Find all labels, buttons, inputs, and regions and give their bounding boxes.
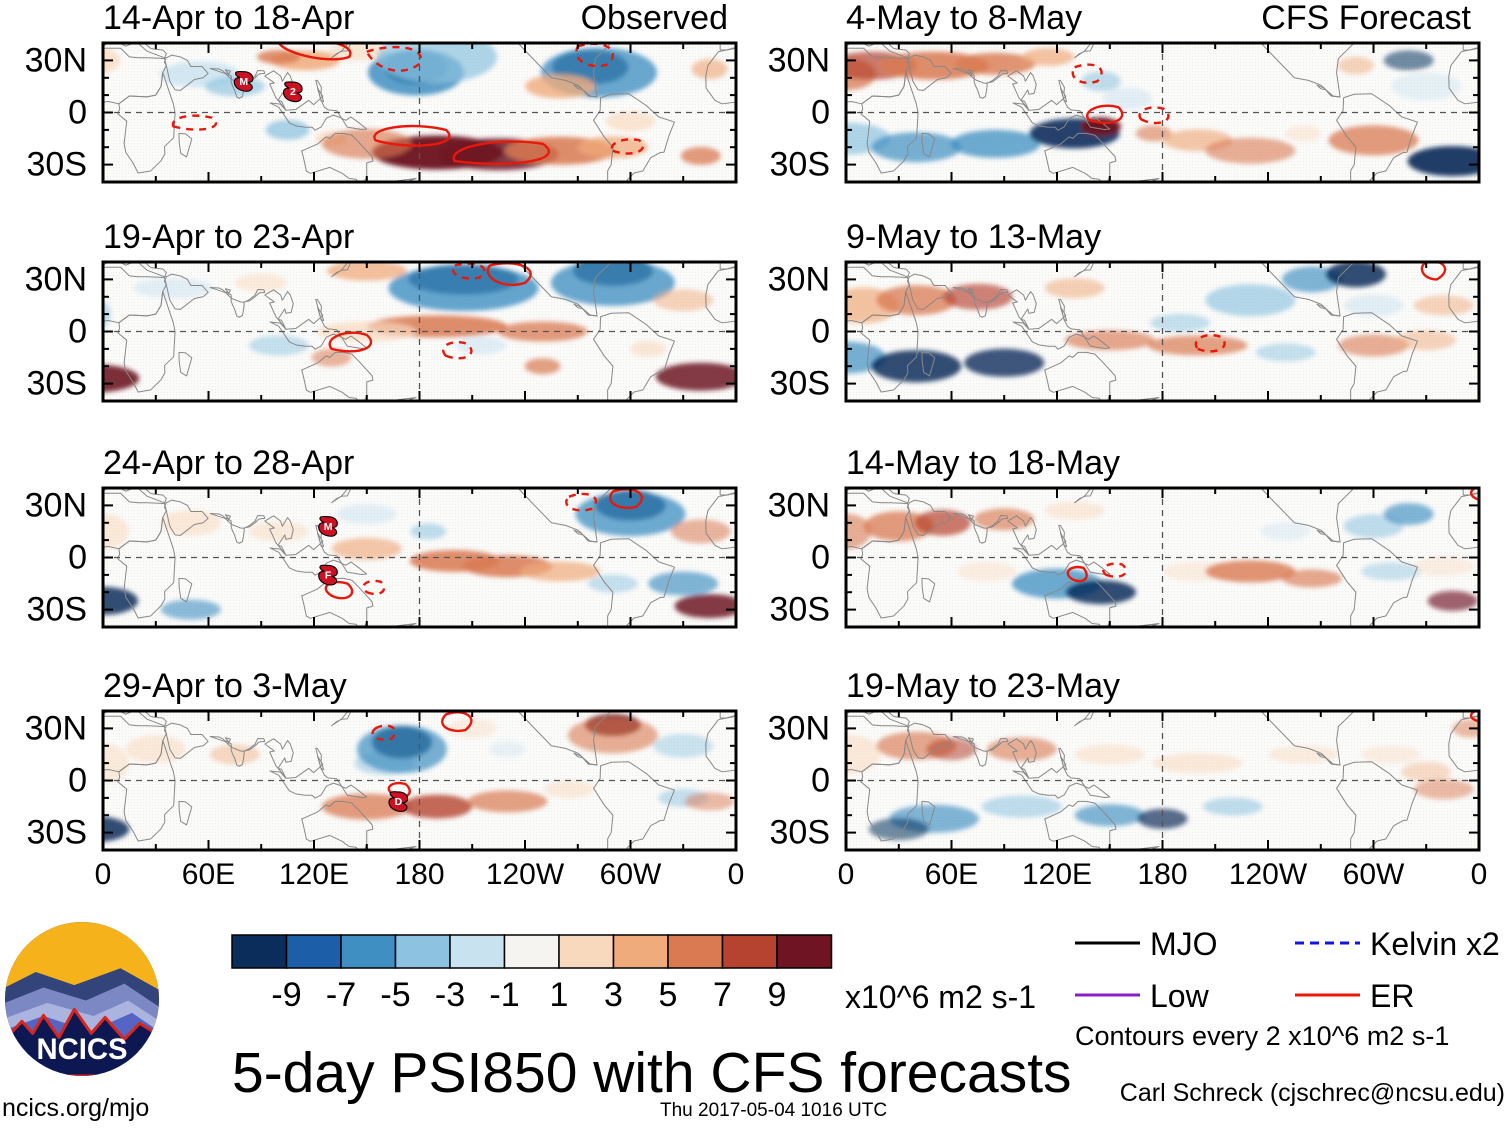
- svg-text:0: 0: [68, 539, 87, 577]
- svg-text:-5: -5: [380, 976, 410, 1014]
- svg-text:120W: 120W: [486, 858, 565, 891]
- svg-text:24-Apr to 28-Apr: 24-Apr to 28-Apr: [103, 444, 354, 482]
- svg-text:9: 9: [768, 976, 787, 1014]
- svg-text:0: 0: [811, 313, 830, 351]
- svg-text:0: 0: [838, 858, 855, 891]
- svg-text:19-Apr to 23-Apr: 19-Apr to 23-Apr: [103, 218, 354, 256]
- svg-text:60W: 60W: [600, 858, 662, 891]
- svg-text:D: D: [395, 796, 403, 808]
- svg-text:30S: 30S: [770, 591, 831, 629]
- svg-text:120W: 120W: [1229, 858, 1308, 891]
- svg-text:30S: 30S: [770, 814, 831, 852]
- svg-text:5-day PSI850 with CFS forecast: 5-day PSI850 with CFS forecasts: [232, 1041, 1072, 1105]
- svg-text:Contours every 2 x10^6 m2 s-1: Contours every 2 x10^6 m2 s-1: [1075, 1021, 1449, 1051]
- svg-text:9-May to 13-May: 9-May to 13-May: [846, 218, 1101, 256]
- svg-text:19-May to 23-May: 19-May to 23-May: [846, 667, 1120, 705]
- svg-text:5: 5: [659, 976, 678, 1014]
- svg-text:14-Apr to 18-Apr: 14-Apr to 18-Apr: [103, 0, 354, 37]
- svg-text:30S: 30S: [27, 814, 88, 852]
- svg-text:30N: 30N: [768, 709, 830, 747]
- svg-text:x10^6 m2 s-1: x10^6 m2 s-1: [845, 979, 1036, 1015]
- svg-text:30N: 30N: [768, 260, 830, 298]
- svg-text:30N: 30N: [25, 41, 87, 79]
- svg-text:0: 0: [811, 539, 830, 577]
- svg-text:0: 0: [811, 94, 830, 132]
- svg-text:3: 3: [604, 976, 623, 1014]
- svg-text:M: M: [239, 76, 248, 88]
- svg-text:0: 0: [68, 313, 87, 351]
- svg-text:180: 180: [394, 858, 444, 891]
- svg-text:120E: 120E: [1022, 858, 1092, 891]
- svg-text:30N: 30N: [25, 486, 87, 524]
- svg-text:-7: -7: [326, 976, 356, 1014]
- svg-text:30S: 30S: [770, 146, 831, 184]
- svg-text:0: 0: [68, 94, 87, 132]
- svg-text:30N: 30N: [25, 709, 87, 747]
- svg-text:0: 0: [811, 762, 830, 800]
- svg-text:Carl Schreck (cjschrec@ncsu.ed: Carl Schreck (cjschrec@ncsu.edu): [1120, 1079, 1505, 1107]
- svg-text:0: 0: [95, 858, 112, 891]
- svg-text:CFS Forecast: CFS Forecast: [1261, 0, 1471, 37]
- svg-text:0: 0: [728, 858, 745, 891]
- svg-text:ncics.org/mjo: ncics.org/mjo: [2, 1094, 149, 1122]
- svg-text:ER: ER: [1370, 978, 1414, 1014]
- svg-text:NCICS: NCICS: [36, 1034, 127, 1066]
- svg-text:30N: 30N: [768, 41, 830, 79]
- svg-text:30S: 30S: [770, 365, 831, 403]
- svg-text:1: 1: [550, 976, 569, 1014]
- svg-text:Thu 2017-05-04 1016 UTC: Thu 2017-05-04 1016 UTC: [660, 1100, 887, 1121]
- svg-text:-3: -3: [435, 976, 465, 1014]
- svg-text:30S: 30S: [27, 365, 88, 403]
- svg-text:30N: 30N: [25, 260, 87, 298]
- svg-text:30S: 30S: [27, 146, 88, 184]
- svg-text:60W: 60W: [1343, 858, 1405, 891]
- svg-text:-1: -1: [489, 976, 519, 1014]
- svg-text:0: 0: [68, 762, 87, 800]
- svg-text:30S: 30S: [27, 591, 88, 629]
- svg-text:F: F: [325, 570, 332, 582]
- svg-text:4-May to 8-May: 4-May to 8-May: [846, 0, 1082, 37]
- svg-text:29-Apr to 3-May: 29-Apr to 3-May: [103, 667, 347, 705]
- svg-text:7: 7: [713, 976, 732, 1014]
- svg-text:60E: 60E: [182, 858, 235, 891]
- svg-text:60E: 60E: [925, 858, 978, 891]
- svg-text:2: 2: [290, 86, 296, 98]
- svg-text:Kelvin x2: Kelvin x2: [1370, 926, 1500, 962]
- svg-text:180: 180: [1137, 858, 1187, 891]
- svg-text:MJO: MJO: [1150, 926, 1218, 962]
- svg-text:M: M: [324, 521, 333, 533]
- svg-text:Low: Low: [1150, 978, 1210, 1014]
- svg-text:14-May to 18-May: 14-May to 18-May: [846, 444, 1120, 482]
- svg-text:-9: -9: [271, 976, 301, 1014]
- svg-text:30N: 30N: [768, 486, 830, 524]
- svg-text:Observed: Observed: [581, 0, 728, 37]
- svg-text:120E: 120E: [279, 858, 349, 891]
- svg-text:0: 0: [1471, 858, 1488, 891]
